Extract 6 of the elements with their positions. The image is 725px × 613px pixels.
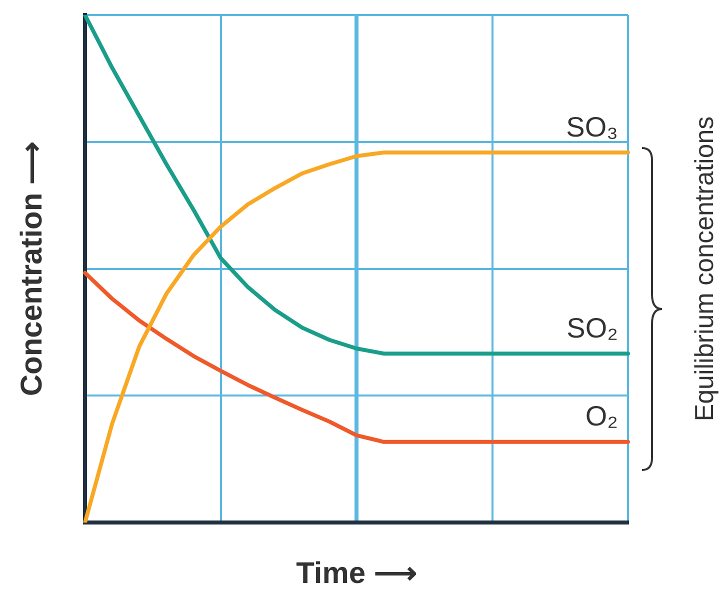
series-label: O₂ bbox=[585, 400, 618, 432]
series-label: SO₂ bbox=[566, 312, 618, 344]
x-axis-title: Time ⟶ bbox=[296, 556, 417, 590]
y-axis-title: Concentration ⟶ bbox=[15, 141, 48, 396]
text: Equilibrium concentrations bbox=[689, 116, 720, 422]
series-label: SO₃ bbox=[566, 111, 618, 142]
